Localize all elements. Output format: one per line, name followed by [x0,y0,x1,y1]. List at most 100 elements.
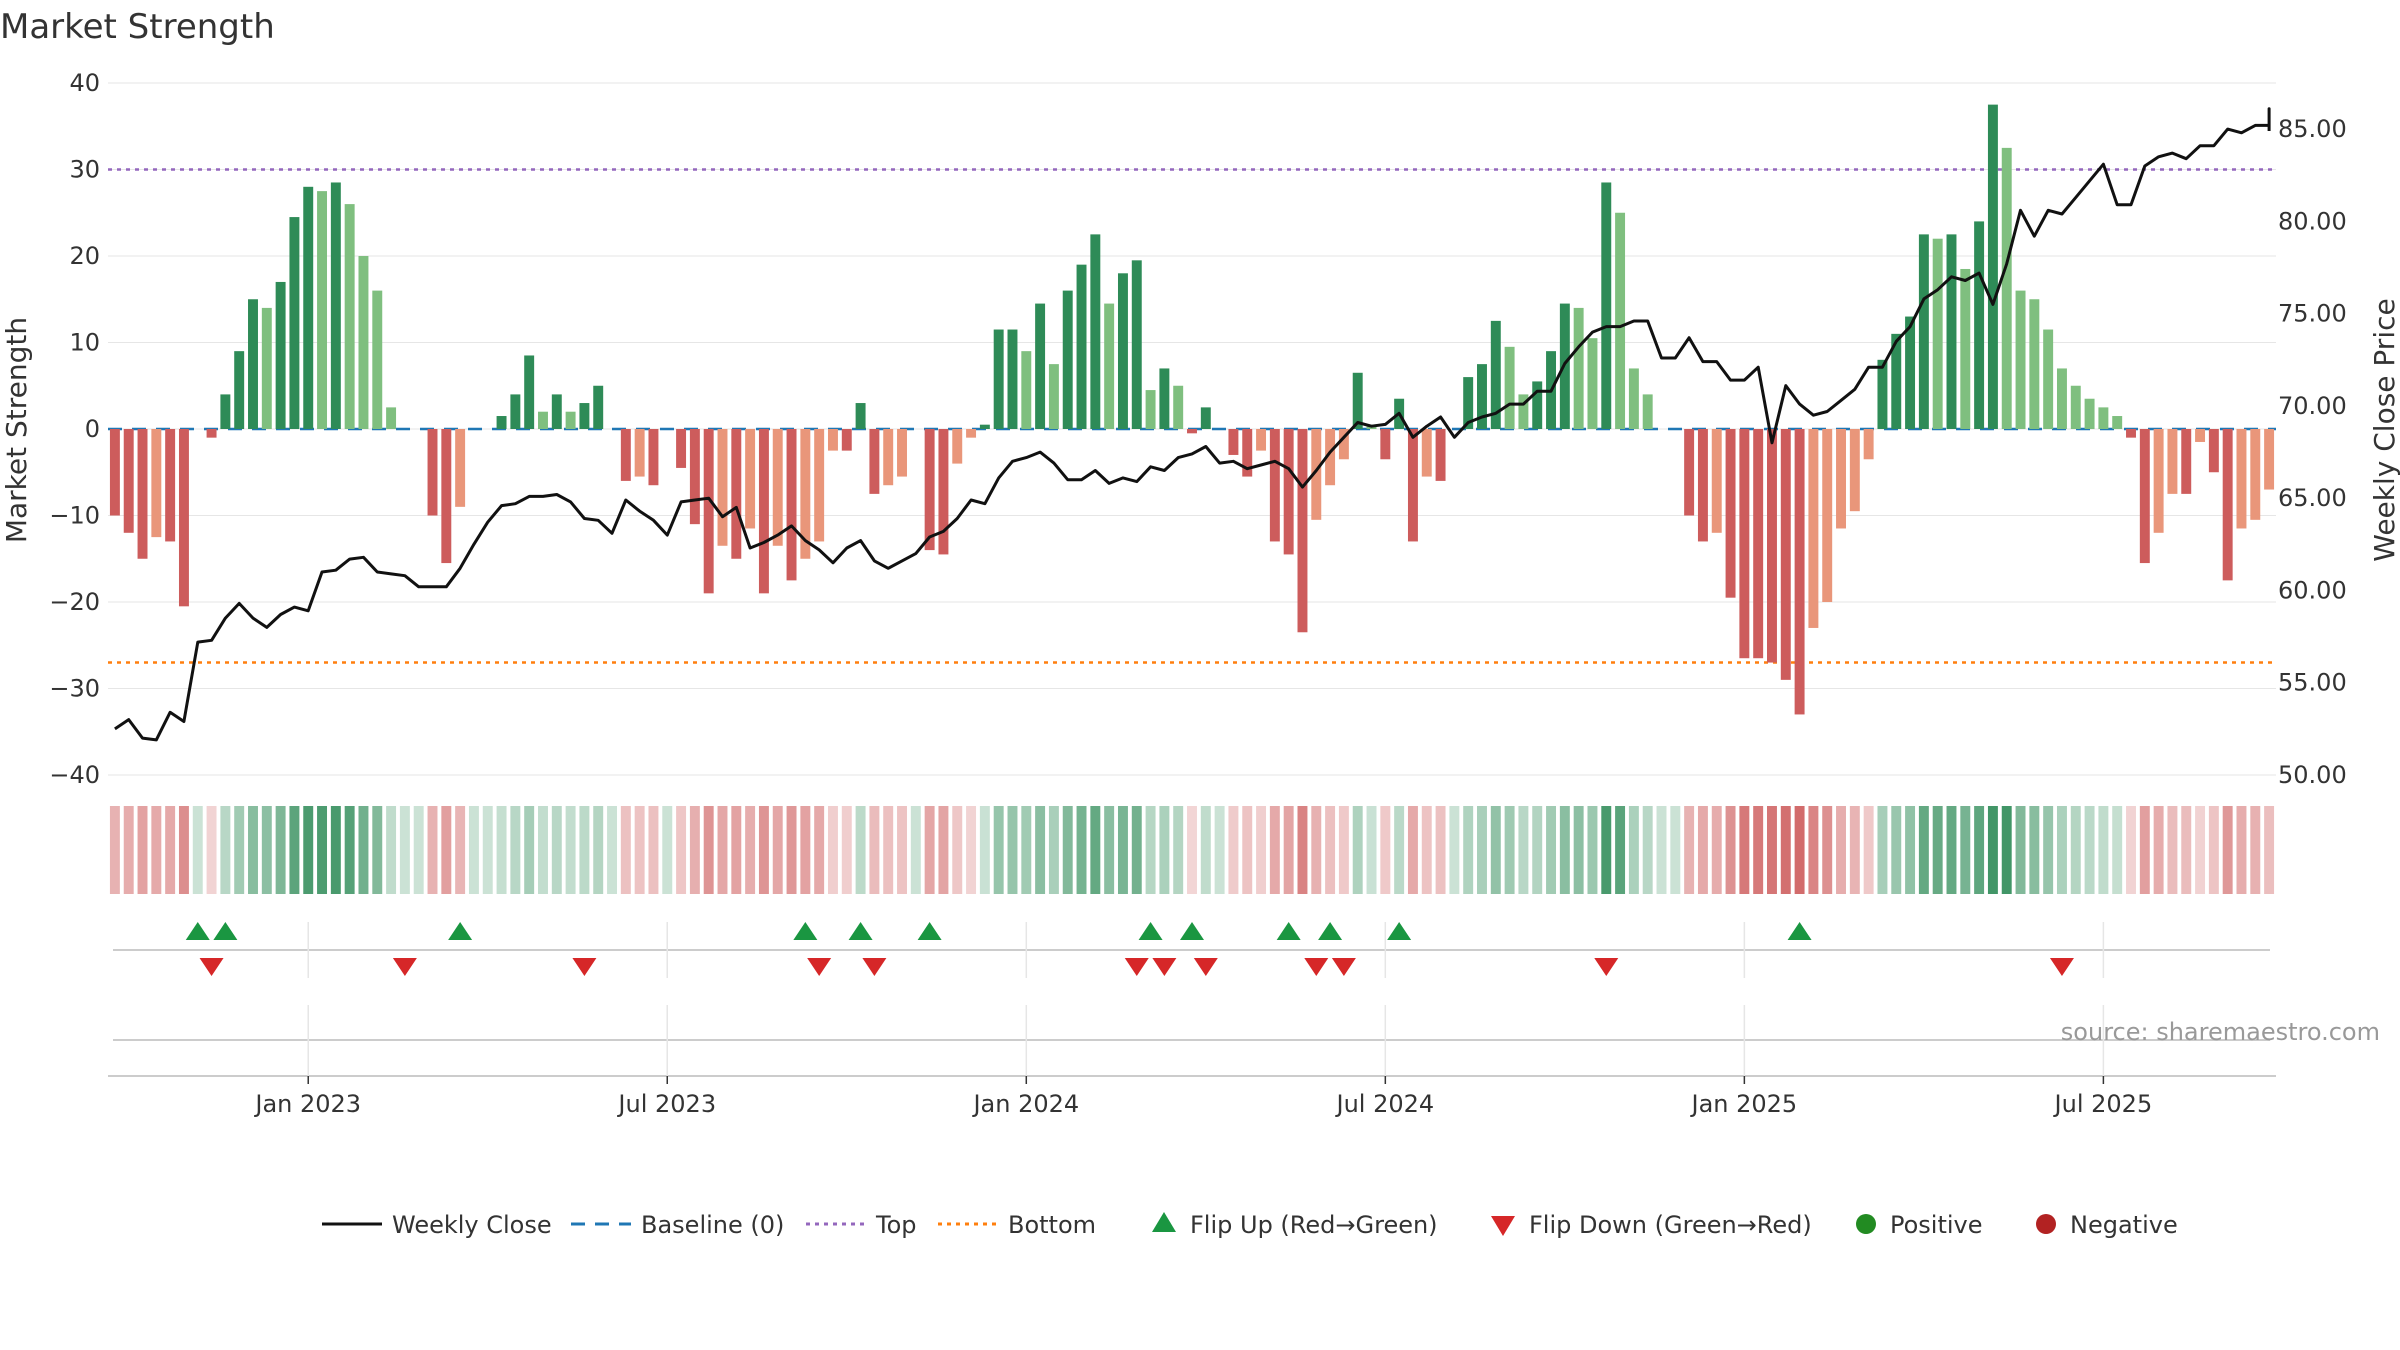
regime-cell [2195,806,2206,894]
strength-bar [1753,429,1764,659]
strength-bar [2015,290,2026,429]
strength-bar [1490,320,1501,429]
regime-cell [1532,806,1543,894]
strength-bar [1601,182,1612,429]
regime-cell [897,806,907,894]
regime-cell [1173,806,1184,894]
regime-cell [275,806,286,894]
regime-cell [1242,806,1253,894]
strength-bar [2029,299,2040,429]
strength-bar [979,424,990,429]
regime-cell [1918,806,1929,894]
strength-bar [1918,234,1929,429]
strength-bar [1297,429,1308,633]
regime-cell [910,806,921,894]
regime-cell [1311,806,1322,894]
strength-bar [2056,368,2067,429]
strength-bar [2208,429,2219,473]
regime-cell [2015,806,2026,894]
regime-cell [1905,806,1916,894]
y2-tick-label: 80.00 [2278,207,2347,235]
regime-cell [607,806,617,894]
x-tick-label: Jul 2023 [616,1090,716,1118]
regime-cell [1987,806,1998,894]
strength-bar [869,429,880,494]
strength-bar [1380,429,1391,460]
regime-cell [1407,806,1418,894]
regime-cell [827,806,838,894]
legend-swatch [1152,1212,1176,1232]
regime-cell [151,806,162,894]
strength-bar [1697,429,1708,542]
regime-cell [2264,806,2275,894]
regime-cell [1256,806,1267,894]
strength-bar [1200,407,1211,429]
regime-cell [2070,806,2081,894]
regime-cell [109,806,120,894]
regime-cell [1449,806,1460,894]
regime-cell [1076,806,1087,894]
regime-cell [1090,806,1101,894]
regime-cell [1421,806,1432,894]
strength-bar [1725,429,1736,598]
right-axis-ticks: 85.00 80.00 75.00 70.00 65.00 60.00 55.00 50.00 [2278,115,2347,789]
strength-bar [330,182,341,429]
strength-bar [1849,429,1860,512]
flip-down-marker [1193,958,1218,976]
flip-up-marker [448,922,473,940]
strength-bar [924,429,935,551]
regime-cell [1228,806,1239,894]
strength-bar [676,429,687,468]
x-tick-label: Jul 2025 [2053,1090,2153,1118]
strength-bar [1642,394,1653,429]
strength-bars [109,104,2275,715]
regime-cell [745,806,756,894]
legend-label: Baseline (0) [641,1211,784,1239]
regime-cell [2056,806,2067,894]
flip-up-marker [793,922,818,940]
y-tick-label: −10 [49,502,100,530]
regime-cell [1159,806,1170,894]
regime-cell [1463,806,1474,894]
regime-cell [1670,806,1681,894]
regime-cell [1518,806,1529,894]
regime-cell [1352,806,1363,894]
regime-cell [883,806,894,894]
strength-bar [496,416,507,429]
strength-bar [510,394,521,429]
regime-cell [2126,806,2136,894]
regime-cell [1974,806,1985,894]
regime-cell [565,806,576,894]
y2-tick-label: 60.00 [2278,576,2347,604]
regime-cell [1504,806,1515,894]
regime-cell [178,806,189,894]
flip-up-marker [1276,922,1301,940]
strength-bar [427,429,438,516]
strength-bar [1325,429,1336,486]
flip-down-marker [392,958,417,976]
strength-bar [1048,364,1059,429]
regime-cell [2181,806,2192,894]
strength-bar [758,429,769,594]
flip-down-marker [1594,958,1619,976]
strength-bar [358,256,369,429]
y2-tick-label: 85.00 [2278,115,2347,143]
left-axis-ticks: 40 30 20 10 0 −10 −20 −30 −40 [49,69,100,789]
regime-cell [1490,806,1501,894]
flip-down-marker [2049,958,2074,976]
regime-cell [1601,806,1612,894]
y-tick-label: 20 [69,242,100,270]
strength-bar [178,429,189,607]
regime-cell [482,806,493,894]
strength-bar [1946,234,1957,429]
regime-cell [220,806,231,894]
lower-panel [108,1005,2276,1077]
regime-cell [2222,806,2233,894]
regime-cell [841,806,852,894]
strength-bar [827,429,838,451]
x-tick-label: Jan 2024 [971,1090,1079,1118]
strength-bar [800,429,811,559]
strength-bar [1021,351,1032,429]
regime-cell [1836,806,1846,894]
regime-cell [1435,806,1446,894]
